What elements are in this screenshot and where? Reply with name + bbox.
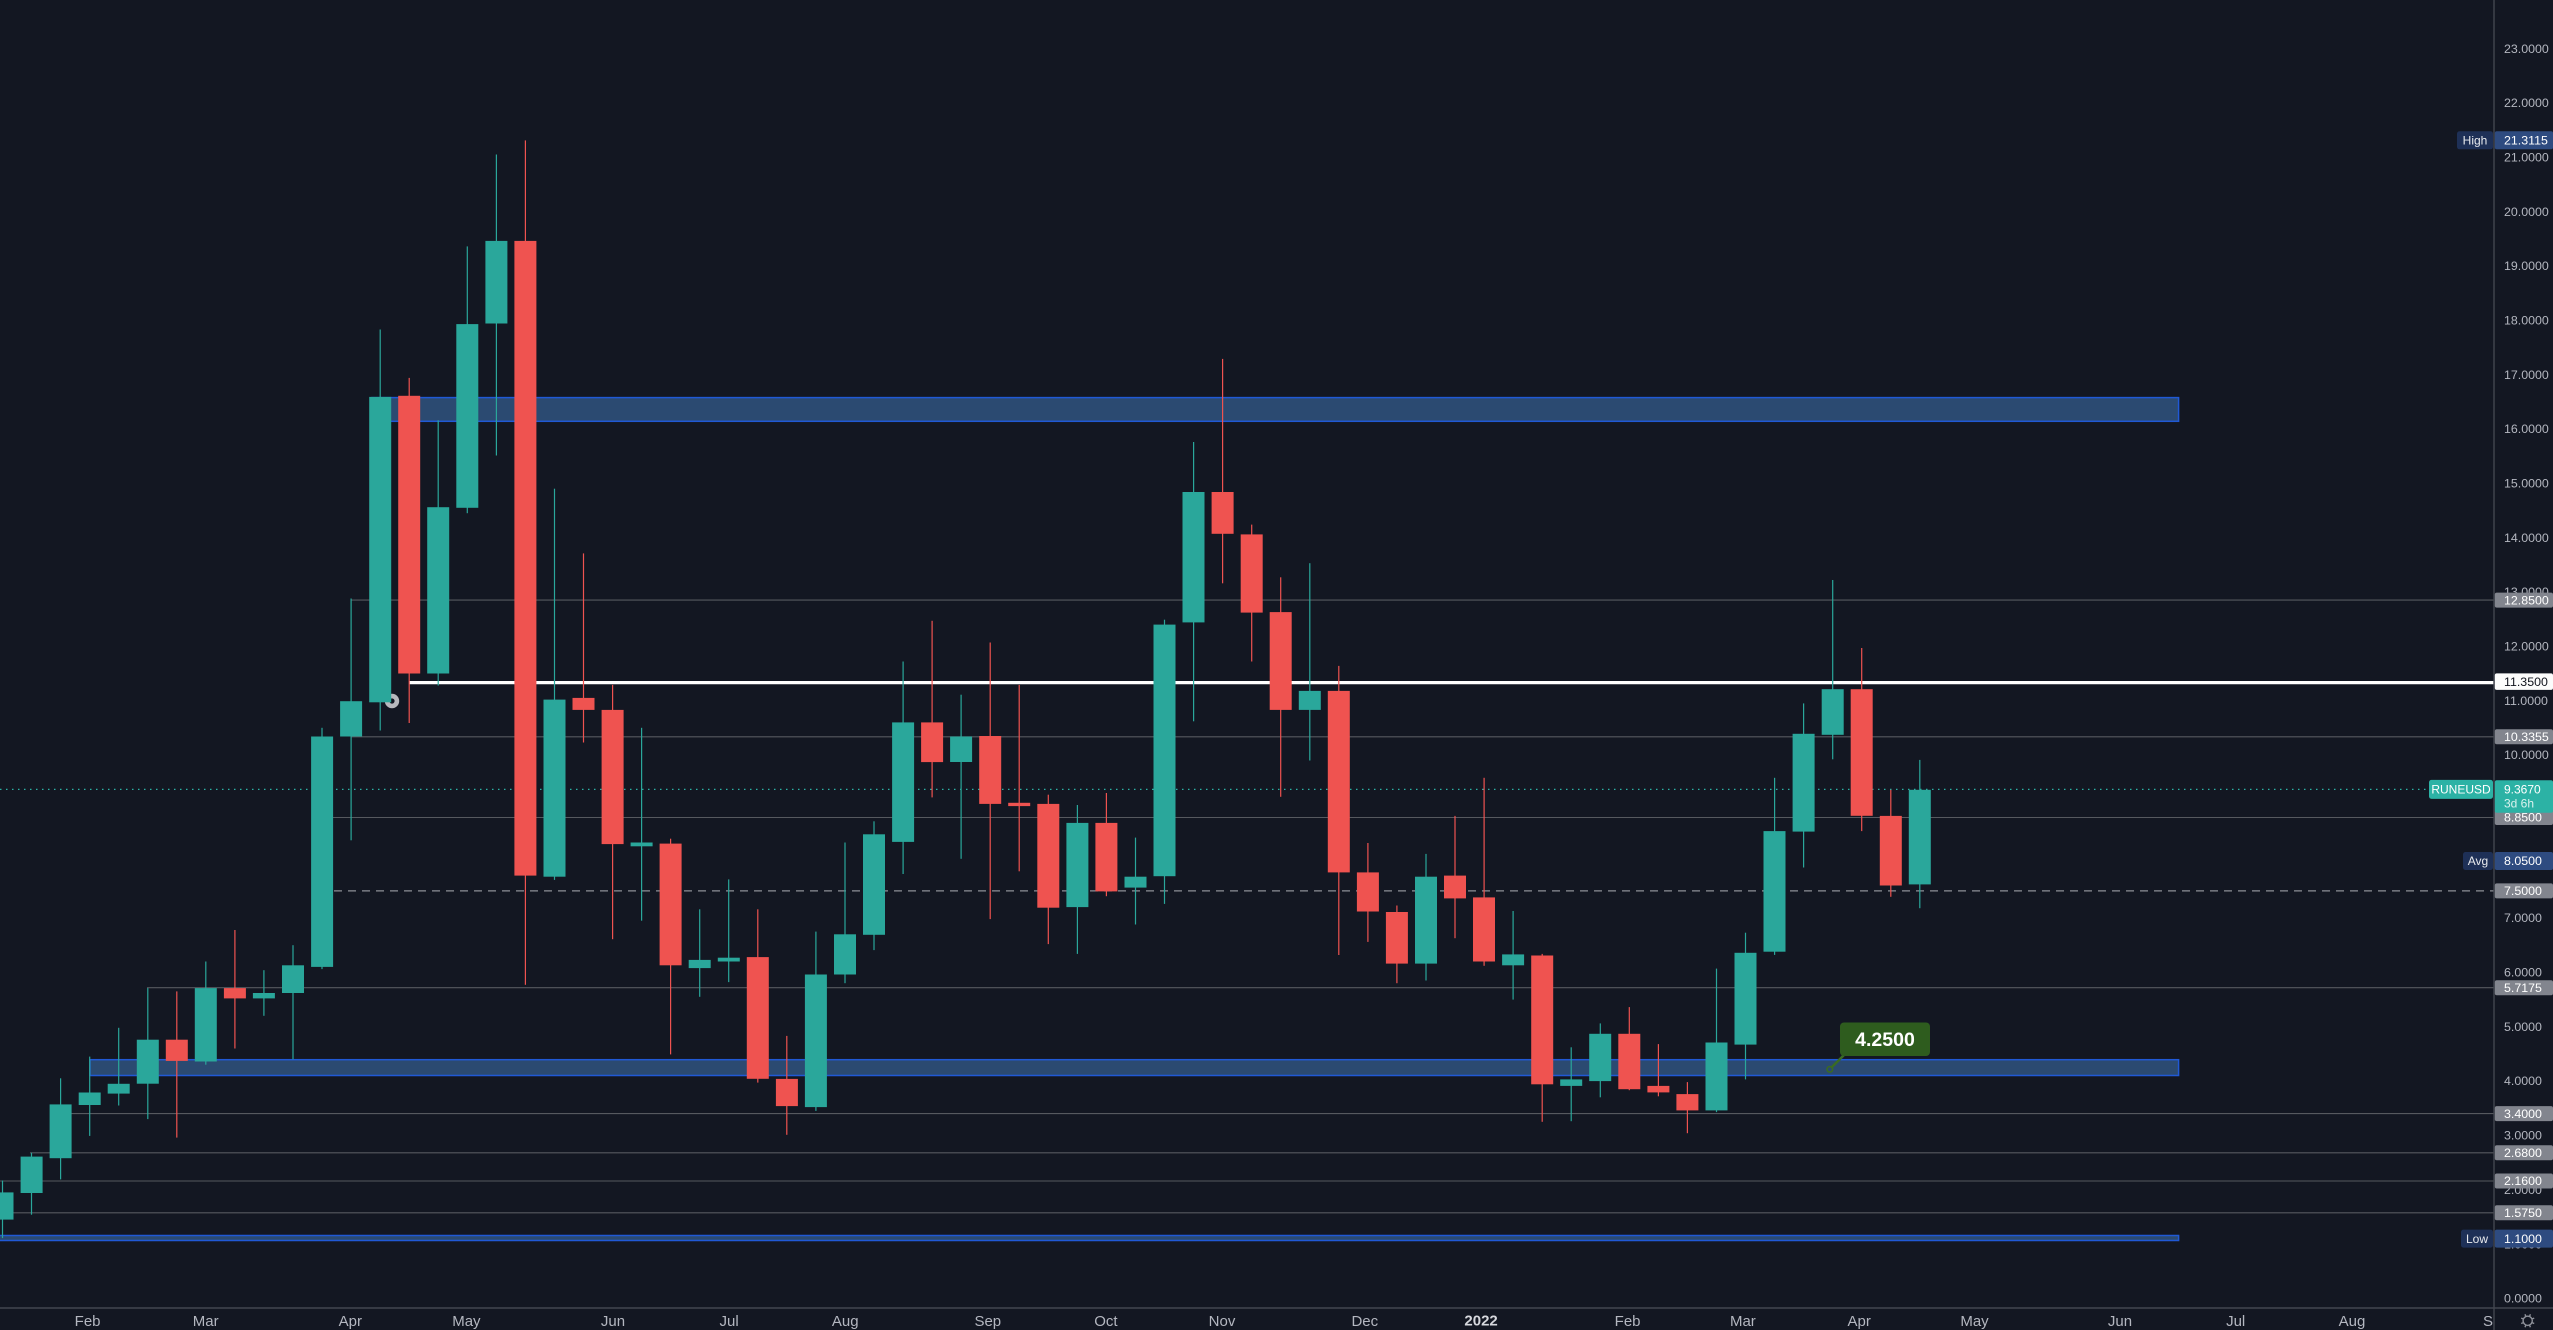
svg-text:19.0000: 19.0000 (2504, 259, 2549, 273)
svg-text:17.0000: 17.0000 (2504, 368, 2549, 382)
svg-text:2.1600: 2.1600 (2504, 1174, 2542, 1188)
svg-text:Feb: Feb (75, 1313, 101, 1330)
svg-text:4.2500: 4.2500 (1855, 1029, 1915, 1051)
svg-text:Apr: Apr (1848, 1313, 1871, 1330)
svg-text:12.8500: 12.8500 (2504, 593, 2549, 607)
svg-text:9.3670: 9.3670 (2504, 783, 2541, 797)
svg-text:May: May (1960, 1313, 1989, 1330)
svg-text:Mar: Mar (193, 1313, 219, 1330)
svg-text:Jun: Jun (601, 1313, 625, 1330)
svg-text:2022: 2022 (1464, 1312, 1497, 1329)
svg-text:Sep: Sep (974, 1313, 1001, 1330)
svg-text:Jun: Jun (2108, 1313, 2132, 1330)
svg-text:21.3115: 21.3115 (2504, 134, 2548, 148)
svg-text:10.0000: 10.0000 (2504, 748, 2549, 762)
svg-text:S: S (2483, 1313, 2493, 1330)
svg-text:10.3355: 10.3355 (2504, 730, 2549, 744)
svg-text:RUNEUSD: RUNEUSD (2431, 783, 2491, 797)
svg-text:0.0000: 0.0000 (2504, 1292, 2542, 1306)
svg-text:8.0500: 8.0500 (2504, 854, 2542, 868)
svg-text:Jul: Jul (720, 1313, 739, 1330)
svg-text:May: May (452, 1313, 481, 1330)
svg-text:Mar: Mar (1730, 1313, 1756, 1330)
svg-text:3d 6h: 3d 6h (2504, 796, 2534, 810)
svg-text:23.0000: 23.0000 (2504, 42, 2549, 56)
svg-text:5.7175: 5.7175 (2504, 981, 2542, 995)
svg-text:2.6800: 2.6800 (2504, 1146, 2542, 1160)
svg-text:7.5000: 7.5000 (2504, 884, 2542, 898)
svg-text:6.0000: 6.0000 (2504, 966, 2542, 980)
svg-text:18.0000: 18.0000 (2504, 314, 2549, 328)
svg-text:High: High (2463, 134, 2488, 148)
svg-text:4.0000: 4.0000 (2504, 1074, 2542, 1088)
svg-text:Aug: Aug (832, 1313, 859, 1330)
svg-text:Avg: Avg (2468, 854, 2488, 868)
svg-text:Low: Low (2466, 1232, 2488, 1246)
svg-text:14.0000: 14.0000 (2504, 531, 2549, 545)
svg-text:1.1000: 1.1000 (2504, 1232, 2542, 1246)
svg-text:20.0000: 20.0000 (2504, 205, 2549, 219)
svg-text:Apr: Apr (339, 1313, 362, 1330)
svg-text:11.3500: 11.3500 (2504, 675, 2548, 689)
svg-text:3.0000: 3.0000 (2504, 1129, 2542, 1143)
svg-text:16.0000: 16.0000 (2504, 422, 2549, 436)
svg-text:12.0000: 12.0000 (2504, 640, 2549, 654)
svg-text:11.0000: 11.0000 (2504, 694, 2548, 708)
svg-text:Oct: Oct (1094, 1313, 1118, 1330)
svg-text:3.4000: 3.4000 (2504, 1107, 2542, 1121)
svg-text:15.0000: 15.0000 (2504, 477, 2549, 491)
svg-text:1.5750: 1.5750 (2504, 1206, 2542, 1220)
svg-text:22.0000: 22.0000 (2504, 96, 2549, 110)
svg-text:Feb: Feb (1615, 1313, 1641, 1330)
svg-text:8.8500: 8.8500 (2504, 811, 2542, 825)
svg-text:5.0000: 5.0000 (2504, 1020, 2542, 1034)
svg-text:21.0000: 21.0000 (2504, 151, 2549, 165)
svg-text:Dec: Dec (1351, 1313, 1378, 1330)
svg-text:7.0000: 7.0000 (2504, 911, 2542, 925)
svg-text:Nov: Nov (1209, 1313, 1236, 1330)
svg-text:Aug: Aug (2339, 1313, 2366, 1330)
svg-text:Jul: Jul (2226, 1313, 2245, 1330)
